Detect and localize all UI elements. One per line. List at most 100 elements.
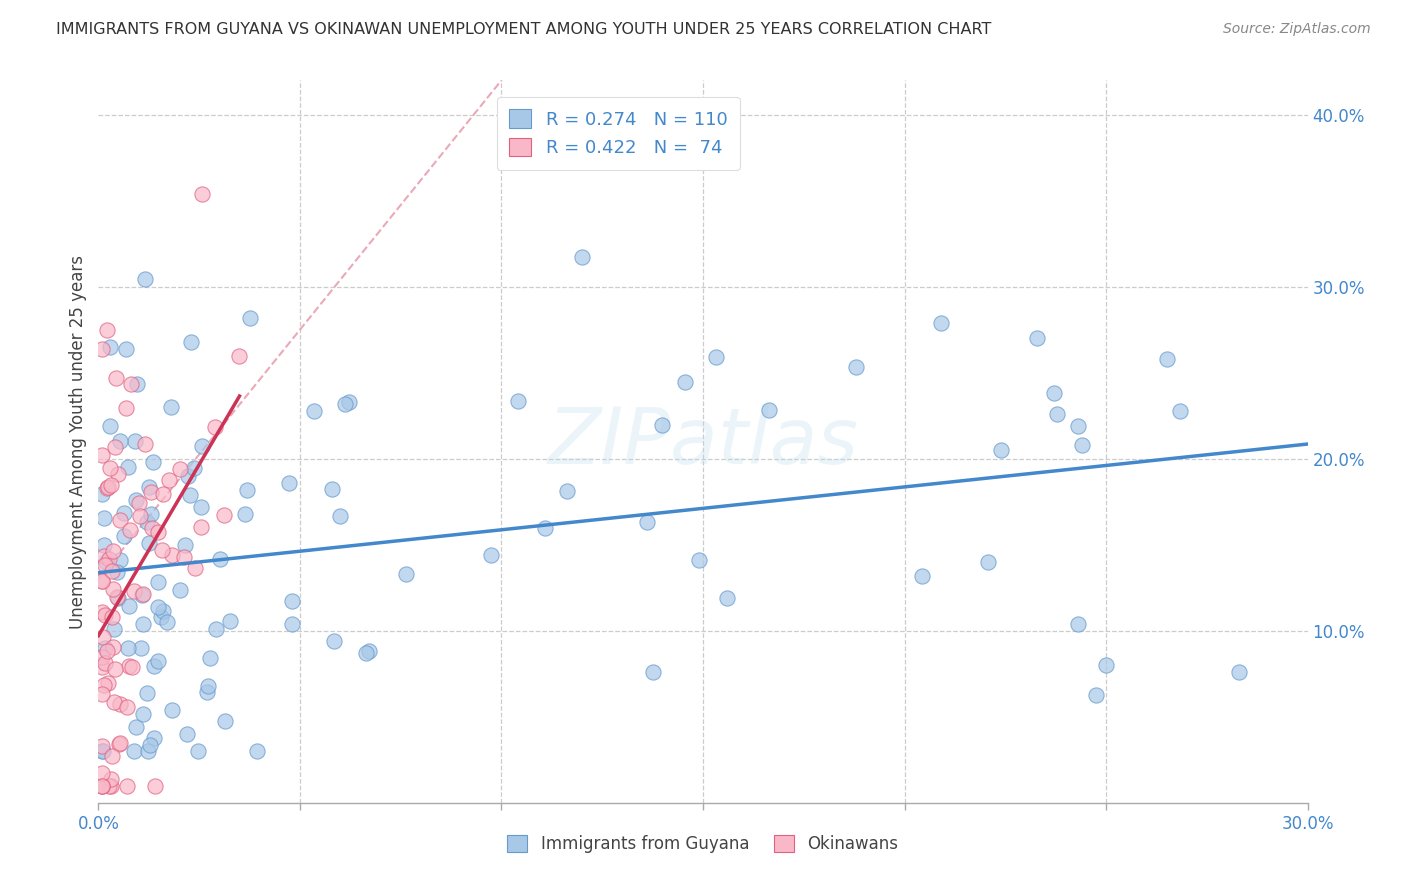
Point	[146, 654, 169, 668]
Point	[91, 744, 114, 758]
Point	[354, 646, 377, 660]
Point	[100, 779, 122, 793]
Point	[149, 609, 172, 624]
Point	[96, 555, 118, 569]
Y-axis label: Unemployment Among Youth under 25 years: Unemployment Among Youth under 25 years	[69, 254, 87, 629]
Point	[162, 703, 184, 717]
Point	[146, 599, 169, 614]
Point	[190, 500, 212, 515]
Point	[173, 550, 195, 565]
Point	[138, 480, 160, 494]
Point	[108, 513, 131, 527]
Point	[534, 521, 557, 535]
Point	[125, 493, 148, 508]
Point	[91, 687, 114, 701]
Point	[571, 250, 593, 264]
Point	[337, 395, 360, 409]
Point	[91, 779, 114, 793]
Point	[190, 519, 212, 533]
Text: Source: ZipAtlas.com: Source: ZipAtlas.com	[1223, 22, 1371, 37]
Point	[1067, 616, 1090, 631]
Point	[91, 649, 114, 664]
Point	[117, 779, 139, 793]
Point	[93, 549, 115, 563]
Text: ZIPatlas: ZIPatlas	[547, 403, 859, 480]
Point	[977, 555, 1000, 569]
Point	[94, 607, 117, 622]
Point	[139, 485, 162, 500]
Point	[129, 509, 152, 524]
Point	[112, 507, 135, 521]
Point	[180, 335, 202, 350]
Point	[97, 552, 120, 566]
Point	[142, 455, 165, 469]
Point	[651, 418, 673, 433]
Point	[1067, 418, 1090, 433]
Point	[97, 779, 120, 793]
Point	[98, 418, 121, 433]
Point	[333, 397, 356, 411]
Point	[108, 434, 131, 448]
Point	[105, 590, 128, 604]
Text: IMMIGRANTS FROM GUYANA VS OKINAWAN UNEMPLOYMENT AMONG YOUTH UNDER 25 YEARS CORRE: IMMIGRANTS FROM GUYANA VS OKINAWAN UNEMP…	[56, 22, 991, 37]
Point	[91, 487, 114, 501]
Point	[176, 469, 198, 483]
Point	[136, 744, 159, 758]
Point	[143, 659, 166, 673]
Point	[1026, 331, 1049, 345]
Point	[143, 779, 166, 793]
Point	[281, 617, 304, 632]
Point	[103, 544, 125, 558]
Point	[93, 558, 115, 572]
Point	[136, 686, 159, 700]
Point	[1046, 407, 1069, 421]
Point	[124, 434, 146, 449]
Point	[118, 524, 141, 538]
Point	[97, 480, 120, 494]
Point	[329, 509, 352, 524]
Point	[184, 561, 207, 575]
Point	[281, 594, 304, 608]
Point	[845, 359, 868, 374]
Point	[321, 482, 343, 496]
Point	[96, 481, 118, 495]
Point	[1071, 437, 1094, 451]
Point	[125, 720, 148, 734]
Point	[91, 779, 114, 793]
Point	[156, 615, 179, 629]
Point	[716, 591, 738, 605]
Point	[197, 679, 219, 693]
Point	[91, 765, 114, 780]
Point	[395, 567, 418, 582]
Point	[141, 520, 163, 534]
Point	[117, 640, 139, 655]
Point	[118, 599, 141, 614]
Point	[131, 587, 153, 601]
Point	[91, 342, 114, 356]
Point	[150, 543, 173, 558]
Point	[103, 695, 125, 709]
Point	[506, 394, 529, 409]
Point	[98, 340, 121, 354]
Point	[96, 323, 118, 337]
Point	[758, 403, 780, 417]
Point	[107, 591, 129, 606]
Point	[139, 738, 162, 752]
Point	[131, 641, 153, 656]
Point	[114, 342, 136, 356]
Point	[148, 525, 170, 540]
Point	[1227, 665, 1250, 680]
Point	[228, 349, 250, 363]
Point	[148, 575, 170, 590]
Point	[121, 660, 143, 674]
Point	[191, 187, 214, 202]
Point	[103, 622, 125, 636]
Point	[100, 609, 122, 624]
Point	[643, 665, 665, 679]
Point	[122, 584, 145, 599]
Point	[169, 462, 191, 476]
Point	[479, 548, 502, 562]
Point	[179, 487, 201, 501]
Point	[115, 700, 138, 714]
Point	[704, 350, 727, 364]
